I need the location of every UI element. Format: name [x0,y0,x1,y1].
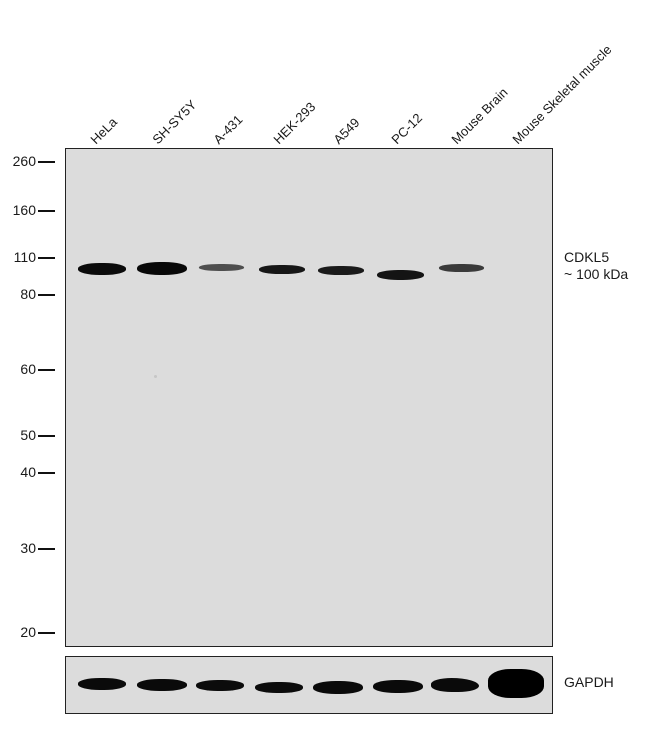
band-gapdh-hela [78,678,126,690]
band-cdkl5-a549 [318,266,364,275]
mw-tick [38,435,55,437]
mw-marker-label: 40 [20,464,36,480]
mw-marker-label: 110 [13,249,36,265]
lane-label-sh-sy5y: SH-SY5Y [149,97,200,147]
band-cdkl5-hek-293 [259,265,305,274]
band-gapdh-mouse-skeletal-muscle [488,669,544,698]
lane-label-mouse-brain: Mouse Brain [448,84,511,147]
lane-label-pc-12: PC-12 [388,110,426,147]
band-gapdh-mouse-brain [431,678,479,692]
band-cdkl5-hela [78,263,126,275]
lane-label-mouse-skeletal-muscle: Mouse Skeletal muscle [509,41,615,147]
membrane-speck [154,375,157,378]
mw-marker-label: 20 [20,624,36,640]
mw-tick [38,369,55,371]
mw-tick [38,548,55,550]
lane-labels: HeLa SH-SY5Y A-431 HEK-293 A549 PC-12 Mo… [0,0,650,150]
loading-control-label: GAPDH [564,674,614,690]
mw-marker-label: 80 [20,286,36,302]
lane-label-a-431: A-431 [210,111,246,147]
band-gapdh-a549 [313,681,363,694]
mw-marker-label: 30 [20,540,36,556]
lane-label-a549: A549 [330,114,363,147]
band-gapdh-pc-12 [373,680,423,693]
mw-marker-label: 60 [20,361,36,377]
lane-label-hela: HeLa [87,114,120,147]
band-gapdh-a-431 [196,680,244,691]
gapdh-blot-panel [65,656,553,714]
band-cdkl5-sh-sy5y [137,262,187,275]
lane-label-hek-293: HEK-293 [270,99,319,147]
mw-tick [38,161,55,163]
target-size: ~ 100 kDa [564,266,629,282]
target-label: CDKL5 ~ 100 kDa [564,249,628,283]
band-gapdh-hek-293 [255,682,303,693]
main-blot-panel [65,148,553,647]
band-gapdh-sh-sy5y [137,679,187,691]
mw-tick [38,210,55,212]
mw-marker-label: 260 [12,153,36,169]
mw-tick [38,257,55,259]
mw-marker-label: 160 [12,202,36,218]
mw-tick [38,294,55,296]
mw-marker-label: 50 [20,427,36,443]
mw-tick [38,632,55,634]
band-cdkl5-pc-12 [377,270,424,280]
mw-tick [38,472,55,474]
band-cdkl5-mouse-brain [439,264,484,272]
target-name: CDKL5 [564,249,610,265]
band-cdkl5-a-431 [199,264,244,271]
